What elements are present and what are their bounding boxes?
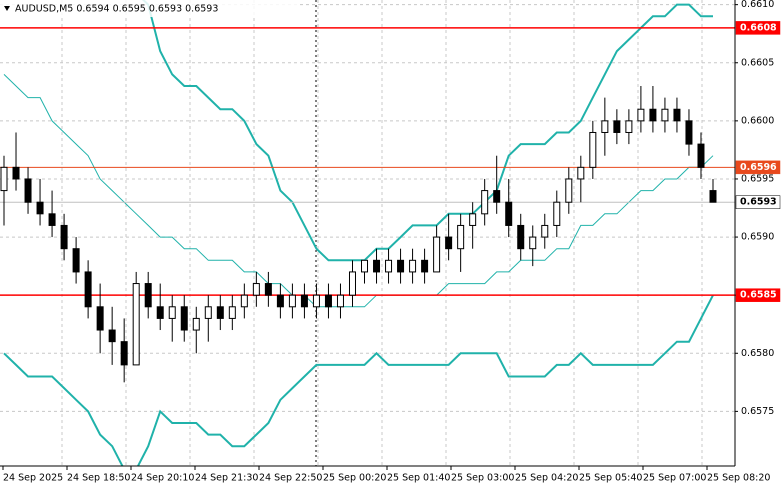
candle-body (541, 224, 549, 238)
x-tick-label: 25 Sep 01:40 (387, 473, 450, 484)
x-tick-label: 24 Sep 22:50 (259, 473, 322, 484)
candle-body (0, 166, 8, 192)
candle-body (276, 294, 284, 308)
candle-body (156, 306, 164, 319)
x-tick-label: 25 Sep 00:20 (323, 473, 386, 484)
band-upper (142, 0, 713, 262)
candle-body (336, 294, 344, 308)
candle-body (48, 213, 56, 226)
level-label-box (735, 160, 781, 175)
x-tick-label: 24 Sep 18:50 (67, 473, 130, 484)
candle-body (192, 317, 200, 331)
y-tick-label: 0.6595 (741, 173, 774, 184)
candle-body (373, 259, 381, 273)
candle-body (361, 259, 369, 273)
candle-body (216, 306, 224, 319)
candle-body (445, 236, 453, 250)
candle-body (385, 259, 393, 273)
y-tick-label: 0.6580 (741, 348, 774, 359)
candle-body (24, 178, 32, 203)
candle-body (120, 341, 128, 366)
candle-body (312, 294, 320, 308)
candle-body (589, 131, 597, 168)
level-label: 0.6608 (740, 22, 777, 33)
candle-body (601, 120, 609, 133)
chart-title: AUDUSD,M5 0.6594 0.6595 0.6593 0.6593 (15, 4, 218, 15)
candle-body (72, 248, 80, 273)
candle-body (481, 190, 489, 215)
x-tick-label: 25 Sep 07:00 (643, 473, 706, 484)
candle-body (493, 190, 501, 203)
x-tick-label: 25 Sep 03:00 (451, 473, 514, 484)
y-tick-label: 0.6590 (741, 232, 774, 243)
candle-body (60, 224, 68, 250)
band-middle (3, 74, 714, 308)
candles (0, 85, 717, 383)
candle-body (252, 283, 260, 296)
x-tick-label: 24 Sep 21:30 (195, 473, 258, 484)
y-tick-label: 0.6605 (741, 57, 774, 68)
level-label: 0.6593 (740, 197, 777, 208)
candle-body (397, 259, 405, 273)
candle-body (553, 201, 561, 226)
y-tick-label: 0.6600 (741, 115, 774, 126)
candle-body (517, 224, 525, 250)
candle-body (529, 236, 537, 250)
candle-body (324, 294, 332, 308)
x-tick-label: 24 Sep 20:10 (131, 473, 194, 484)
candle-body (685, 120, 693, 145)
x-tick-label: 25 Sep 04:20 (515, 473, 578, 484)
candle-body (264, 283, 272, 296)
candle-body (649, 108, 657, 122)
candle-body (457, 224, 465, 250)
candle-body (12, 166, 20, 180)
candle-body (577, 166, 585, 180)
candle-body (637, 108, 645, 122)
candle-body (409, 259, 417, 273)
x-tick-label: 25 Sep 05:40 (579, 473, 642, 484)
y-tick-label: 0.6610 (741, 0, 774, 10)
candle-body (288, 294, 296, 308)
candle-body (240, 294, 248, 308)
candle-body (709, 190, 717, 203)
x-tick-label: 24 Sep 2025 (3, 473, 63, 484)
candle-body (433, 236, 441, 273)
candle-body (625, 120, 633, 133)
candle-body (348, 271, 356, 296)
candle-body (673, 108, 681, 122)
candle-body (204, 306, 212, 319)
level-label-box (735, 21, 781, 35)
candle-body (144, 283, 152, 308)
level-label: 0.6596 (740, 162, 777, 173)
levels (0, 27, 735, 296)
x-tick-label: 25 Sep 08:20 (707, 473, 770, 484)
candle-body (228, 306, 236, 319)
level-label-box (735, 195, 781, 209)
candle-body (661, 108, 669, 122)
candle-body (168, 306, 176, 319)
candle-body (180, 306, 188, 331)
candle-body (505, 201, 513, 226)
level-label-box (735, 288, 781, 302)
menu-icon[interactable] (4, 6, 10, 11)
candle-body (108, 329, 116, 343)
candle-body (36, 201, 44, 215)
candle-body (132, 283, 140, 366)
candle-body (96, 306, 104, 331)
candle-body (469, 213, 477, 226)
candle-body (565, 178, 573, 203)
candle-body (613, 120, 621, 133)
candle-body (697, 143, 705, 168)
level-label: 0.6585 (740, 290, 777, 301)
candle-body (421, 259, 429, 273)
title-backdrop (0, 0, 300, 17)
y-tick-label: 0.6575 (741, 406, 774, 417)
candle-body (300, 294, 308, 308)
candle-body (84, 271, 92, 308)
